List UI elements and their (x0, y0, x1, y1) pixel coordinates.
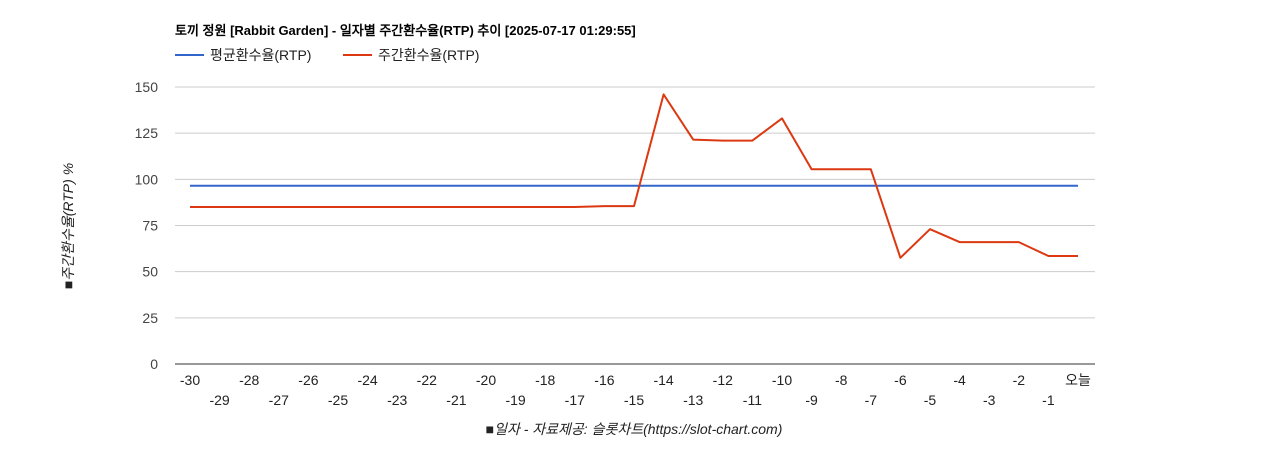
x-axis-ticks: -30-29-28-27-26-25-24-23-22-21-20-19-18-… (180, 372, 1091, 408)
x-tick-label: -27 (269, 392, 289, 408)
x-tick-label: 오늘 (1065, 372, 1091, 388)
x-tick-label: -15 (624, 392, 644, 408)
series-line-weekly-rtp (190, 93, 1078, 259)
x-tick-label: -14 (653, 372, 673, 388)
y-tick-label: 75 (142, 218, 158, 234)
legend: 평균환수율(RTP) 주간환수율(RTP) (175, 47, 479, 63)
x-tick-label: -23 (387, 392, 407, 408)
x-tick-label: -6 (894, 372, 907, 388)
legend-label-weekly: 주간환수율(RTP) (378, 47, 479, 63)
x-tick-label: -17 (565, 392, 585, 408)
x-tick-label: -16 (594, 372, 614, 388)
series-lines (190, 93, 1078, 259)
x-tick-label: -29 (209, 392, 229, 408)
x-axis-label: ■일자 - 자료제공: 슬롯차트(https://slot-chart.com) (486, 421, 783, 437)
x-tick-label: -28 (239, 372, 259, 388)
y-tick-label: 100 (135, 171, 159, 187)
x-tick-label: -21 (446, 392, 466, 408)
gridlines (175, 86, 1095, 365)
y-tick-label: 0 (150, 356, 158, 372)
x-tick-label: -3 (983, 392, 996, 408)
y-axis-label: ■주간환수율(RTP) % (60, 163, 76, 289)
x-tick-label: -10 (772, 372, 792, 388)
x-tick-label: -22 (417, 372, 437, 388)
y-tick-label: 25 (142, 310, 158, 326)
x-tick-label: -4 (953, 372, 966, 388)
x-tick-label: -24 (357, 372, 377, 388)
x-tick-label: -2 (1013, 372, 1026, 388)
y-axis-ticks: 0 25 50 75 100 125 150 (135, 79, 159, 372)
y-tick-label: 125 (135, 125, 159, 141)
x-tick-label: -11 (743, 392, 762, 408)
x-tick-label: -19 (505, 392, 525, 408)
legend-label-average: 평균환수율(RTP) (210, 47, 311, 63)
y-tick-label: 150 (135, 79, 159, 95)
x-tick-label: -12 (713, 372, 733, 388)
x-tick-label: -9 (805, 392, 818, 408)
x-tick-label: -20 (476, 372, 496, 388)
x-tick-label: -8 (835, 372, 848, 388)
x-tick-label: -7 (865, 392, 878, 408)
x-tick-label: -18 (535, 372, 555, 388)
x-tick-label: -30 (180, 372, 200, 388)
chart-title: 토끼 정원 [Rabbit Garden] - 일자별 주간환수율(RTP) 추… (175, 23, 636, 38)
x-tick-label: -5 (924, 392, 937, 408)
x-tick-label: -13 (683, 392, 703, 408)
y-tick-label: 50 (142, 264, 158, 280)
x-tick-label: -26 (298, 372, 318, 388)
x-tick-label: -1 (1042, 392, 1055, 408)
x-tick-label: -25 (328, 392, 348, 408)
